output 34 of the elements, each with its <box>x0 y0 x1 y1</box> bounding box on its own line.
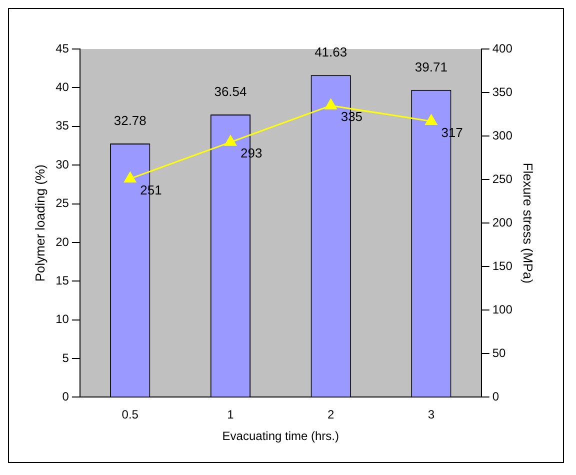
x-tick-label: 0.5 <box>122 408 139 422</box>
x-tick-label: 1 <box>227 408 234 422</box>
y-tick-label: 30 <box>56 157 70 172</box>
y-tick-label: 35 <box>56 118 70 133</box>
y2-tick-label: 250 <box>492 172 513 186</box>
point <box>124 172 136 182</box>
y2-tick-label: 200 <box>492 215 513 230</box>
y2-tick-label: 400 <box>492 41 513 56</box>
y-tick-label: 10 <box>56 312 70 326</box>
x-tick-label: 2 <box>328 408 334 422</box>
x-tick-label: 3 <box>428 408 435 422</box>
point <box>224 135 236 146</box>
data-label: 36.54 <box>214 84 247 100</box>
y2-tick-label: 0 <box>492 390 500 404</box>
y-tick-label: 25 <box>56 196 70 210</box>
y2-tick-label: 350 <box>492 84 513 99</box>
y2-tick-label: 100 <box>492 302 513 316</box>
y-tick-label: 5 <box>62 350 70 365</box>
point <box>425 114 438 125</box>
data-label: 32.78 <box>114 113 146 128</box>
y2-tick-label: 50 <box>492 346 506 360</box>
point <box>324 98 337 110</box>
y2-tick-label: 150 <box>492 258 513 273</box>
x-axis-title: Evacuating time (hrs.) <box>222 429 340 444</box>
y-tick-label: 45 <box>56 41 70 56</box>
y-tick-label: 40 <box>56 80 70 94</box>
y2-axis-title: Flexure stress (MPa) <box>520 162 536 284</box>
data-label: 41.63 <box>314 44 348 60</box>
data-label: 39.71 <box>414 60 448 75</box>
y-tick-label: 20 <box>56 234 70 249</box>
y-tick-label: 0 <box>62 390 70 404</box>
y-axis-title: Polymer loading (%) <box>32 164 48 282</box>
y2-tick-label: 300 <box>492 128 513 142</box>
y-tick-label: 15 <box>56 273 70 288</box>
